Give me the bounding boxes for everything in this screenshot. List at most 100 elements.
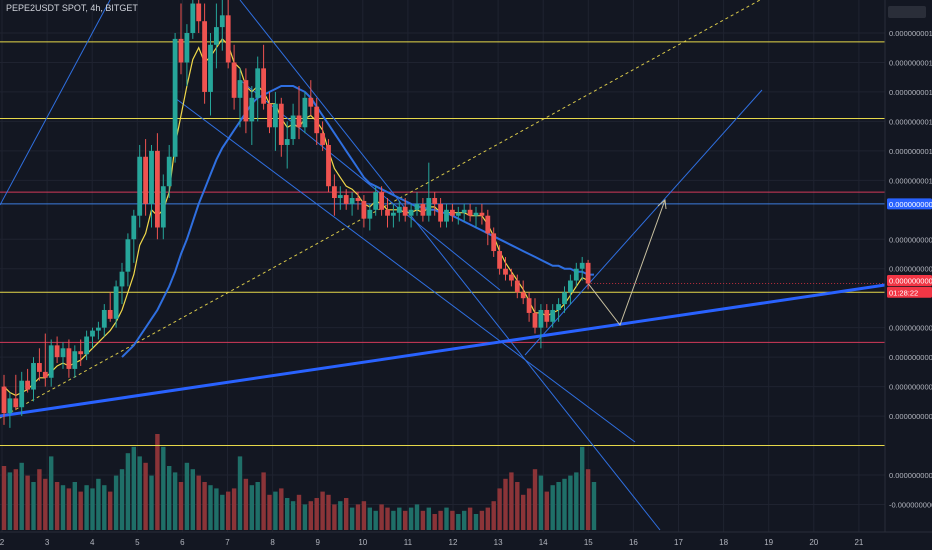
x-tick-label: 8 (270, 538, 275, 547)
candle (267, 91, 272, 134)
x-tick-label: 2 (0, 538, 5, 547)
candle (296, 86, 302, 140)
volume-bar (444, 507, 449, 530)
candle (243, 68, 249, 134)
x-tick-label: 21 (854, 538, 863, 547)
candle-body (355, 198, 361, 201)
candle-body (107, 309, 113, 319)
volume-bar (503, 478, 508, 530)
volume-bar (261, 472, 266, 530)
candle-body (473, 212, 479, 216)
volume-bar (397, 507, 402, 530)
volume-bar (113, 475, 119, 530)
price-scale-menu-button[interactable] (888, 6, 926, 18)
candle-body (491, 233, 497, 252)
candle-body (585, 262, 591, 284)
volume-bar (290, 501, 296, 530)
candle (19, 371, 25, 417)
candle (7, 392, 13, 428)
x-tick-label: 5 (135, 538, 140, 547)
candle (237, 68, 243, 128)
volume-bar (591, 482, 597, 530)
candle-body (66, 348, 72, 369)
price-scale-bg (885, 0, 932, 550)
volume-bar (66, 488, 72, 530)
volume-bar (237, 456, 243, 530)
volume-bar (226, 491, 231, 530)
volume-bar (544, 491, 549, 530)
x-tick-label: 14 (539, 538, 548, 547)
candle (450, 203, 455, 222)
candle-body (467, 209, 473, 216)
candle (42, 333, 48, 387)
candle (255, 56, 261, 122)
candle (568, 274, 573, 305)
volume-bar (137, 456, 142, 530)
candle (137, 144, 143, 228)
volume-bar (172, 472, 178, 530)
candle (544, 304, 550, 328)
volume-bar (355, 504, 361, 530)
volume-bar (326, 494, 331, 530)
candle-body (249, 97, 255, 122)
volume-bar (420, 510, 426, 530)
candle (320, 121, 325, 151)
candle (166, 144, 172, 199)
candle (520, 280, 526, 305)
volume-bar (54, 482, 60, 530)
volume-bar (479, 510, 485, 530)
volume-bar (7, 472, 13, 530)
candle (25, 368, 30, 393)
candle (479, 203, 485, 225)
candle (379, 186, 384, 216)
candle (332, 174, 337, 216)
candle-body (255, 68, 261, 98)
candle (119, 262, 125, 305)
candle-body (503, 268, 508, 275)
y-tick-label: 0.0000000015000 (889, 29, 932, 38)
volume-bar (102, 485, 107, 530)
volume-bar (167, 466, 172, 530)
candle-body (414, 203, 420, 210)
candle-body (520, 292, 526, 299)
candle (1, 374, 7, 425)
candle (308, 80, 314, 116)
x-tick-label: 16 (629, 538, 638, 547)
candle-body (450, 209, 455, 216)
candle-body (455, 212, 461, 216)
candle (473, 206, 479, 228)
x-tick-label: 7 (225, 538, 230, 547)
candle-body (526, 298, 532, 313)
volume-bar (108, 491, 113, 530)
candle-body (438, 203, 443, 222)
candle-body (284, 139, 290, 145)
chart-title: PEPE2USDT SPOT, 4h, BITGET (6, 3, 138, 13)
candle-body (261, 68, 266, 104)
x-tick-label: 17 (674, 538, 683, 547)
candle (402, 198, 408, 222)
volume-bar (314, 498, 319, 530)
candle (155, 133, 160, 240)
volume-bar (467, 507, 473, 530)
volume-bar (432, 514, 437, 530)
y-tick-label: 0.0000000010000 (889, 176, 932, 185)
volume-bar (302, 504, 308, 530)
candle-body (37, 363, 42, 372)
x-tick-label: 13 (494, 538, 503, 547)
candle (509, 268, 514, 287)
candle-body (1, 386, 7, 414)
candle-body (302, 97, 308, 128)
candle-body (113, 286, 119, 319)
volume-bar (344, 498, 349, 530)
x-tick-label: 20 (809, 538, 818, 547)
volume-bar (220, 494, 225, 530)
candle-body (290, 115, 296, 140)
candle-body (178, 38, 184, 63)
candle (503, 256, 508, 281)
candle-body (131, 215, 137, 240)
y-tick-label: 0.0000000002000 (889, 412, 932, 421)
candle (31, 357, 36, 402)
candle (208, 33, 213, 116)
candle-body (72, 351, 78, 369)
